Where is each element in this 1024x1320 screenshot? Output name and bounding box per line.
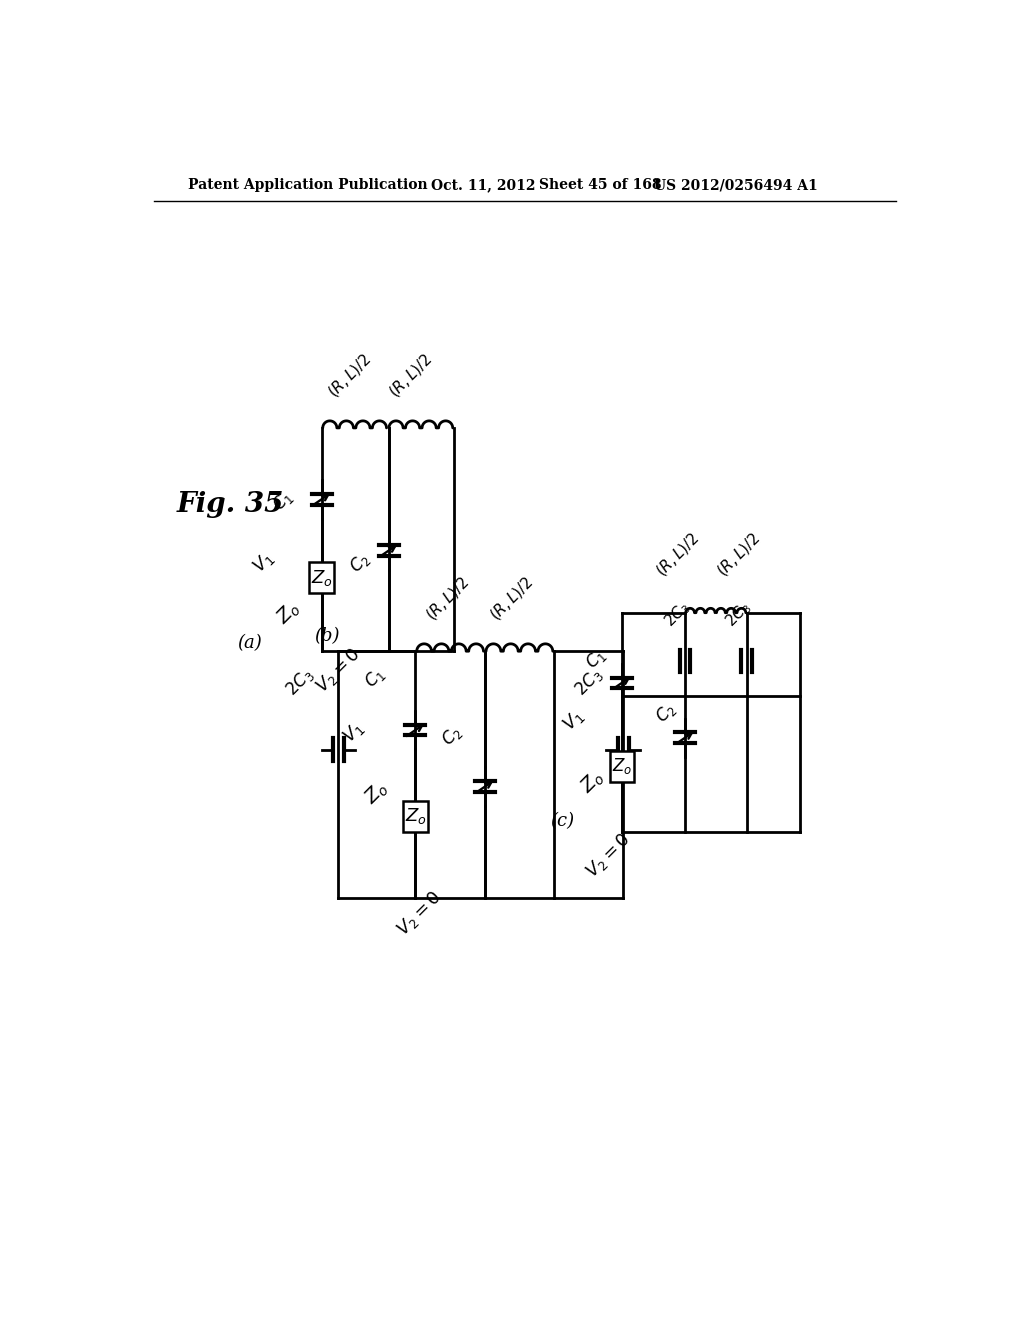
Text: $C_2$: $C_2$ — [651, 698, 680, 727]
Text: $C_2$: $C_2$ — [346, 549, 374, 577]
Bar — [609, 751, 634, 781]
Text: $Z_o$: $Z_o$ — [611, 756, 632, 776]
Text: Patent Application Publication: Patent Application Publication — [188, 178, 428, 193]
Text: $(R,L)/2$: $(R,L)/2$ — [385, 350, 436, 401]
Text: $V_2 = 0$: $V_2 = 0$ — [582, 829, 635, 882]
Text: (a): (a) — [238, 635, 262, 652]
Text: $C_1$: $C_1$ — [361, 664, 389, 692]
Text: $2C_3$: $2C_3$ — [660, 598, 694, 631]
Text: $2C_3$: $2C_3$ — [722, 598, 756, 631]
Text: $2C_3$: $2C_3$ — [570, 664, 606, 700]
Text: $(R,L)/2$: $(R,L)/2$ — [486, 573, 537, 624]
Text: $V_1$: $V_1$ — [249, 548, 279, 577]
Text: Sheet 45 of 168: Sheet 45 of 168 — [539, 178, 662, 193]
Text: (b): (b) — [314, 627, 340, 644]
Text: $(R,L)/2$: $(R,L)/2$ — [714, 529, 764, 581]
Text: $2C_3$: $2C_3$ — [282, 664, 317, 700]
Text: $V_1$: $V_1$ — [559, 706, 588, 735]
Text: $Z_o$: $Z_o$ — [310, 568, 333, 587]
Text: $(R,L)/2$: $(R,L)/2$ — [324, 350, 375, 401]
Text: $V_1$: $V_1$ — [339, 718, 369, 747]
Text: $V_2 = 0$: $V_2 = 0$ — [312, 644, 365, 697]
Text: Fig. 35: Fig. 35 — [177, 491, 284, 519]
Text: $V_2 = 0$: $V_2 = 0$ — [393, 887, 445, 940]
Text: $(R,L)/2$: $(R,L)/2$ — [652, 529, 702, 581]
Text: $Z_o$: $Z_o$ — [361, 777, 393, 809]
Text: $Z_o$: $Z_o$ — [272, 597, 304, 628]
Text: $C_1$: $C_1$ — [583, 644, 610, 673]
Text: $Z_o$: $Z_o$ — [577, 767, 608, 797]
Bar — [403, 801, 428, 832]
Text: $C_1$: $C_1$ — [269, 487, 297, 515]
Text: Oct. 11, 2012: Oct. 11, 2012 — [431, 178, 536, 193]
Text: US 2012/0256494 A1: US 2012/0256494 A1 — [654, 178, 818, 193]
Bar — [309, 562, 334, 593]
Text: $(R,L)/2$: $(R,L)/2$ — [423, 573, 473, 624]
Text: (c): (c) — [550, 812, 573, 829]
Text: $C_2$: $C_2$ — [438, 722, 467, 750]
Text: $Z_o$: $Z_o$ — [404, 807, 426, 826]
